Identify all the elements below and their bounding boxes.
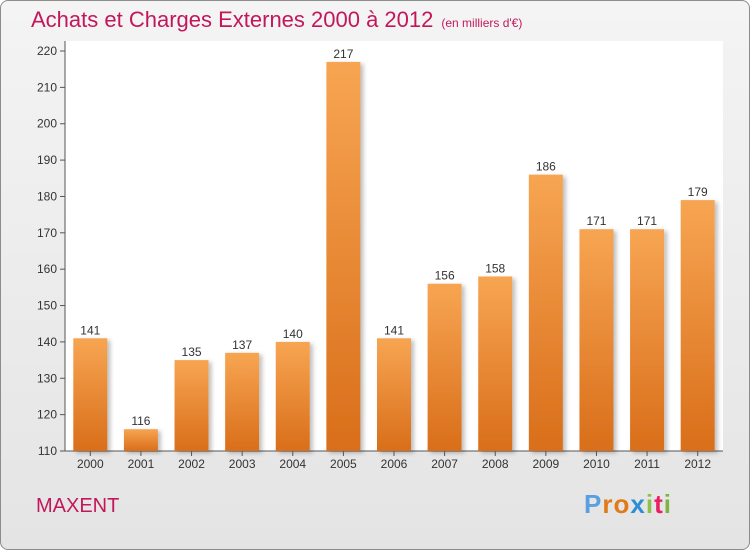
chart-title: Achats et Charges Externes 2000 à 2012 (e… (31, 7, 522, 33)
data-label: 135 (182, 345, 202, 359)
data-label: 140 (283, 327, 303, 341)
x-tick-label: 2004 (279, 457, 306, 471)
bar (478, 276, 513, 451)
x-tick-label: 2001 (128, 457, 155, 471)
bar (73, 338, 108, 451)
data-label: 171 (586, 214, 606, 228)
x-tick-label: 2009 (532, 457, 559, 471)
x-tick-label: 2006 (381, 457, 408, 471)
data-label: 116 (131, 414, 150, 428)
x-tick-label: 2007 (431, 457, 458, 471)
x-tick-label: 2012 (684, 457, 711, 471)
bar (528, 174, 563, 452)
y-tick-label: 220 (37, 44, 57, 58)
bar (680, 200, 715, 451)
y-tick-label: 130 (37, 371, 57, 385)
bar (174, 360, 209, 451)
bar (630, 229, 665, 451)
bar (123, 429, 158, 451)
data-label: 158 (485, 261, 505, 275)
y-tick-label: 170 (37, 226, 57, 240)
data-label: 217 (333, 47, 353, 61)
y-tick-label: 150 (37, 299, 57, 313)
x-tick-label: 2005 (330, 457, 357, 471)
unit-label: (en milliers d'€) (441, 16, 523, 30)
bar (275, 341, 310, 451)
y-tick-label: 110 (38, 444, 57, 458)
x-tick-label: 2003 (229, 457, 256, 471)
proxiti-logo: Proxiti (584, 489, 672, 519)
y-tick-label: 140 (37, 335, 57, 349)
title-text: Achats et Charges Externes 2000 à 2012 (31, 7, 434, 32)
x-tick-label: 2008 (482, 457, 509, 471)
x-tick-label: 2000 (77, 457, 104, 471)
bar (377, 338, 411, 451)
x-tick-label: 2011 (634, 457, 660, 471)
y-tick-label: 190 (37, 153, 57, 167)
data-label: 137 (232, 338, 252, 352)
x-tick-label: 2002 (178, 457, 205, 471)
data-label: 179 (688, 185, 708, 199)
data-label: 156 (435, 269, 455, 283)
data-label: 141 (384, 323, 404, 337)
bar (225, 352, 260, 451)
bar (427, 283, 462, 451)
city-name: MAXENT (36, 495, 120, 517)
y-tick-label: 160 (37, 262, 57, 276)
data-label: 171 (637, 214, 657, 228)
y-tick-label: 180 (37, 189, 57, 203)
x-tick-label: 2010 (583, 457, 610, 471)
bar (326, 61, 361, 452)
data-label: 141 (80, 323, 100, 337)
y-tick-label: 200 (37, 117, 57, 131)
y-tick-label: 120 (37, 408, 57, 422)
data-label: 186 (536, 160, 556, 174)
y-tick-label: 210 (37, 80, 57, 94)
bar (579, 229, 614, 451)
